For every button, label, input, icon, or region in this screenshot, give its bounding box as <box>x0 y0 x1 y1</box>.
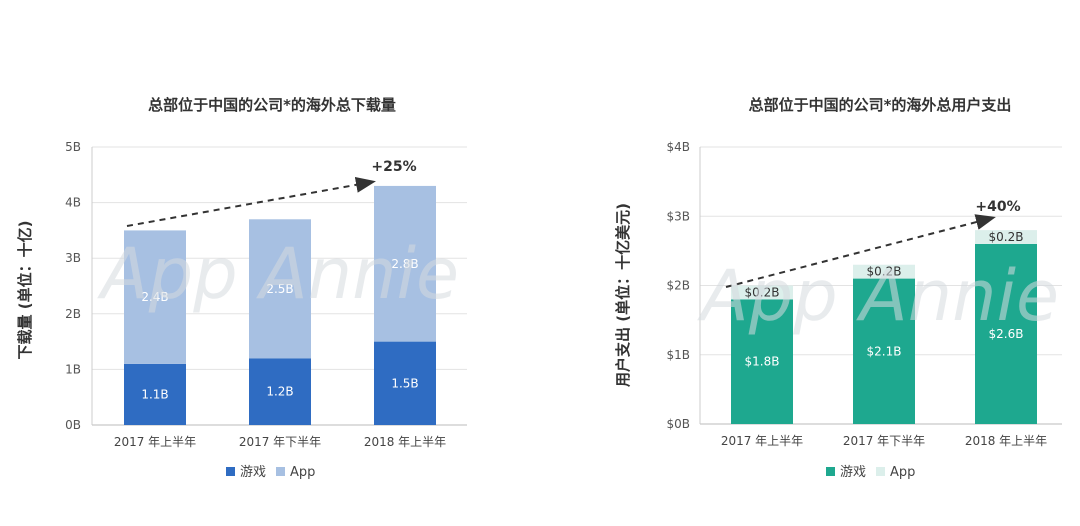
spending-bar-games <box>975 243 1037 424</box>
downloads-y-tick-label: 5B <box>65 140 81 154</box>
downloads-x-tick-label: 2018 年上半年 <box>364 435 446 449</box>
spending-y-tick-label: $1B <box>666 348 690 362</box>
spending-bar-games <box>853 278 915 424</box>
downloads-legend-games-swatch <box>226 467 235 476</box>
downloads-y-tick-label: 0B <box>65 418 81 432</box>
spending-bar-app <box>975 230 1037 244</box>
downloads-bar-app <box>249 219 311 359</box>
downloads-y-tick-label: 2B <box>65 307 81 321</box>
downloads-legend-app-swatch <box>276 467 285 476</box>
spending-x-tick-label: 2018 年上半年 <box>965 434 1047 448</box>
spending-y-tick-label: $0B <box>666 417 690 431</box>
downloads-chart-title: 总部位于中国的公司*的海外总下载量 <box>148 96 396 114</box>
downloads-legend-games-label: 游戏 <box>240 465 266 480</box>
downloads-data-label-games: 1.1B <box>141 387 168 401</box>
spending-bar-games <box>731 299 793 424</box>
spending-chart-title: 总部位于中国的公司*的海外总用户支出 <box>749 96 1012 114</box>
downloads-bar-app <box>124 230 186 364</box>
spending-y-tick-label: $3B <box>666 209 690 223</box>
spending-y-tick-label: $4B <box>666 140 690 154</box>
downloads-watermark: App Annie <box>97 233 459 315</box>
spending-bar-app <box>731 285 793 300</box>
downloads-data-label-games: 1.2B <box>266 385 293 399</box>
chart-marks: 0B 1B 2B 3B 4B 5B 1.1B 2.4B 2017 年上半年 1.2B 2.5B 201… <box>65 140 1062 449</box>
spending-data-label-games: $2.6B <box>989 327 1024 341</box>
spending-y-tick-label: $2B <box>666 279 690 293</box>
spending-data-label-games: $1.8B <box>745 355 780 369</box>
spending-legend-app-label: App <box>890 465 915 480</box>
downloads-y-tick-label: 3B <box>65 251 81 265</box>
downloads-data-label-app: 2.4B <box>141 290 168 304</box>
spending-y-axis-label: 用户支出 (单位：十亿美元) <box>614 203 632 387</box>
spending-data-label-app: $0.2B <box>867 265 902 279</box>
downloads-x-tick-label: 2017 年上半年 <box>114 435 196 449</box>
spending-legend-games-swatch <box>826 467 835 476</box>
downloads-growth-arrow <box>126 176 376 227</box>
downloads-bar-app <box>374 185 436 342</box>
spending-data-label-app: $0.2B <box>745 285 780 299</box>
spending-watermark: App Annie <box>697 255 1059 337</box>
spending-bar-app <box>853 264 915 279</box>
downloads-legend-app-label: App <box>290 465 315 480</box>
spending-growth-label: +40% <box>975 199 1020 215</box>
spending-x-tick-label: 2017 年上半年 <box>721 434 803 448</box>
downloads-y-tick-label: 4B <box>65 196 81 210</box>
downloads-x-tick-label: 2017 年下半年 <box>239 435 321 449</box>
downloads-data-label-app: 2.8B <box>391 257 418 271</box>
downloads-y-tick-label: 1B <box>65 362 81 376</box>
downloads-bar-games <box>249 358 311 425</box>
downloads-bar-games <box>374 341 436 425</box>
spending-x-tick-label: 2017 年下半年 <box>843 434 925 448</box>
spending-data-label-app: $0.2B <box>989 230 1024 244</box>
spending-legend-app-swatch <box>876 467 885 476</box>
downloads-y-axis-label: 下载量 (单位：十亿) <box>16 221 34 360</box>
spending-data-label-games: $2.1B <box>867 344 902 358</box>
downloads-data-label-games: 1.5B <box>391 376 418 390</box>
spending-legend-games-label: 游戏 <box>840 465 866 480</box>
downloads-bar-games <box>124 363 186 425</box>
downloads-data-label-app: 2.5B <box>266 282 293 296</box>
spending-growth-arrow <box>725 214 996 288</box>
downloads-growth-label: +25% <box>371 159 416 175</box>
